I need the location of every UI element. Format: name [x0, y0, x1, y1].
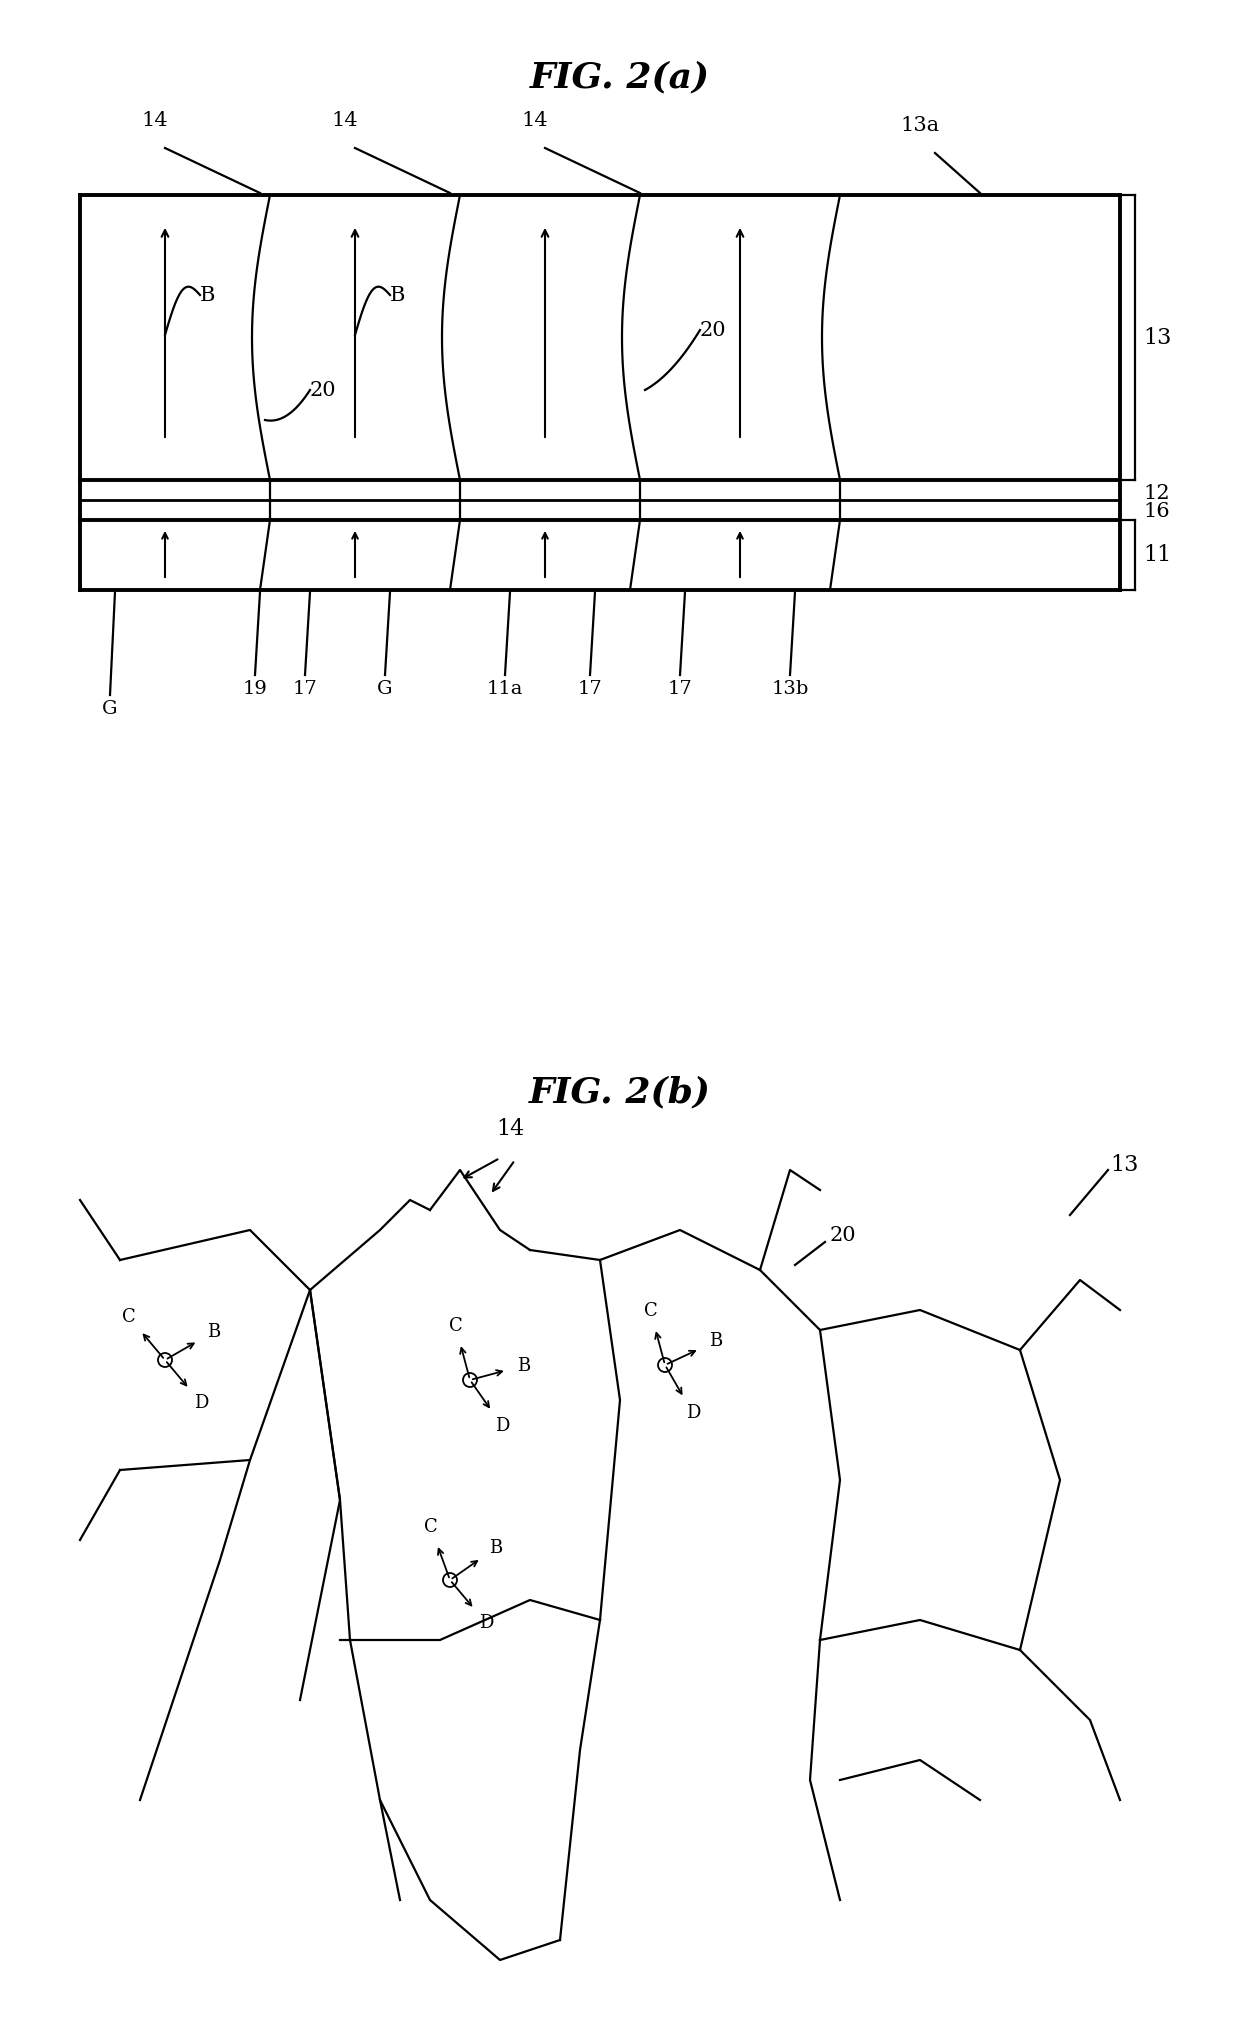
Text: 11a: 11a	[487, 681, 523, 697]
Text: 11: 11	[1143, 544, 1172, 566]
Text: D: D	[686, 1404, 701, 1423]
Text: 12: 12	[1143, 484, 1169, 503]
Text: B: B	[207, 1322, 221, 1341]
Text: 16: 16	[1143, 503, 1169, 521]
Text: 20: 20	[701, 321, 727, 339]
Text: 19: 19	[243, 681, 268, 697]
Text: 13: 13	[1143, 327, 1172, 347]
Text: 14: 14	[141, 110, 169, 131]
Text: 17: 17	[293, 681, 317, 697]
Text: C: C	[644, 1302, 657, 1320]
Text: 17: 17	[578, 681, 603, 697]
Text: 14: 14	[331, 110, 358, 131]
Text: C: C	[449, 1316, 463, 1335]
Text: 13a: 13a	[900, 117, 940, 135]
Text: 14: 14	[522, 110, 548, 131]
Text: 14: 14	[496, 1118, 525, 1141]
Text: C: C	[122, 1308, 136, 1327]
Text: B: B	[391, 286, 405, 305]
Text: 13b: 13b	[771, 681, 808, 697]
Text: FIG. 2(b): FIG. 2(b)	[529, 1075, 711, 1110]
Text: B: B	[200, 286, 216, 305]
Text: B: B	[709, 1333, 723, 1351]
Text: FIG. 2(a): FIG. 2(a)	[529, 59, 711, 94]
Text: C: C	[424, 1519, 438, 1537]
Text: D: D	[495, 1416, 510, 1435]
Text: 20: 20	[310, 380, 336, 399]
Text: 20: 20	[830, 1226, 857, 1245]
Text: D: D	[193, 1394, 208, 1412]
Text: G: G	[102, 699, 118, 717]
Text: B: B	[517, 1357, 531, 1374]
Text: 17: 17	[667, 681, 692, 697]
Text: G: G	[377, 681, 393, 697]
Text: B: B	[490, 1539, 502, 1558]
Text: 13: 13	[1110, 1155, 1138, 1175]
Text: D: D	[479, 1615, 494, 1631]
